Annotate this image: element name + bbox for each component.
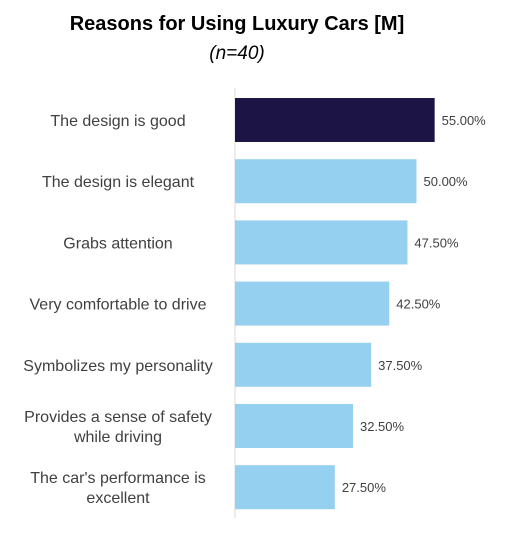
bar (235, 281, 390, 326)
bar (235, 159, 417, 204)
category-label: The design is elegant (42, 174, 195, 191)
chart-title: Reasons for Using Luxury Cars [M] (69, 13, 405, 35)
bar (235, 342, 372, 387)
category-label: Very comfortable to drive (30, 297, 207, 314)
bar-value-label: 27.50% (342, 480, 387, 495)
category-label-line: Very comfortable to drive (30, 297, 207, 314)
bar-value-label: 55.00% (442, 113, 487, 128)
category-label: The car's performance is excellent (30, 470, 206, 507)
bar (235, 465, 335, 510)
bar (235, 220, 408, 265)
category-label-line: Symbolizes my personality (23, 358, 212, 375)
bar-value-label: 50.00% (424, 174, 469, 189)
bar-value-label: 42.50% (396, 297, 441, 312)
category-label-line: The design is elegant (42, 174, 195, 191)
category-label-line: Provides a sense of safety (24, 409, 212, 426)
bar (235, 98, 435, 142)
category-label: Grabs attention (63, 235, 172, 252)
category-label-line: The design is good (50, 113, 185, 130)
category-label-line: The car's performance is (30, 470, 206, 487)
bar-value-label: 32.50% (360, 419, 405, 434)
bar-value-label: 37.50% (378, 358, 423, 373)
category-label-line: Grabs attention (63, 235, 172, 252)
bar-value-label: 47.50% (414, 235, 459, 250)
category-label: Provides a sense of safety while driving (24, 409, 212, 446)
bar (235, 404, 353, 448)
category-label: The design is good (50, 113, 185, 130)
chart-subtitle: (n=40) (209, 43, 265, 64)
category-label-line: excellent (86, 490, 150, 507)
category-label-line: while driving (73, 429, 162, 446)
category-label: Symbolizes my personality (23, 358, 212, 375)
